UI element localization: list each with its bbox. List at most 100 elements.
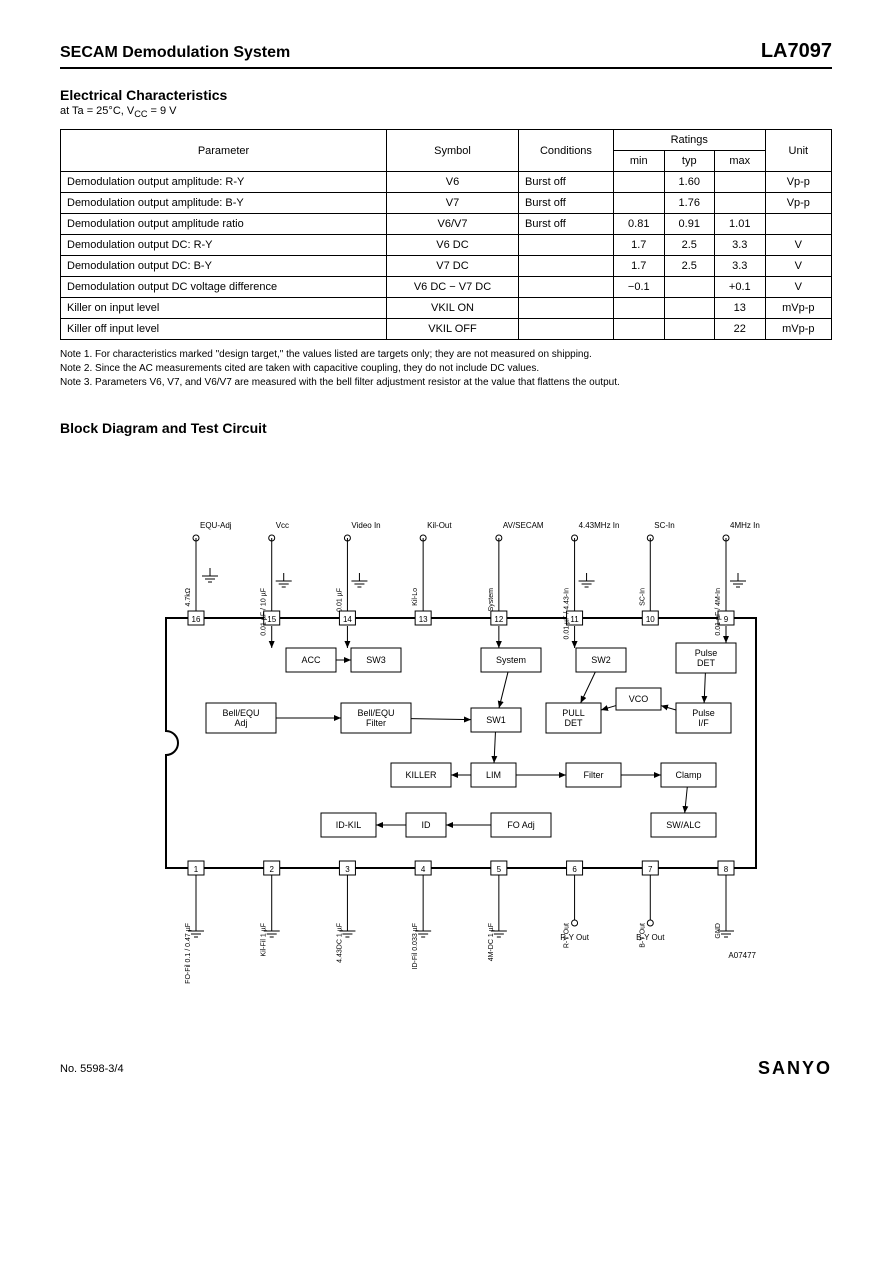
table-cell: V — [765, 277, 831, 298]
svg-text:Filter: Filter — [366, 718, 386, 728]
table-cell: Vp-p — [765, 193, 831, 214]
svg-text:11: 11 — [570, 615, 579, 624]
svg-text:4: 4 — [421, 865, 426, 874]
svg-text:14: 14 — [343, 615, 352, 624]
table-cell: 0.81 — [613, 214, 664, 235]
svg-text:DET: DET — [697, 658, 716, 668]
svg-text:10: 10 — [646, 615, 655, 624]
svg-text:EQU-Adj: EQU-Adj — [200, 521, 232, 530]
svg-text:12: 12 — [494, 615, 503, 624]
table-row: Demodulation output amplitude ratioV6/V7… — [61, 214, 832, 235]
svg-text:FO-Fil 0.1 / 0.47 µF: FO-Fil 0.1 / 0.47 µF — [185, 923, 192, 984]
table-cell — [613, 193, 664, 214]
svg-text:SW/ALC: SW/ALC — [666, 820, 701, 830]
table-cell: V6/V7 — [387, 214, 519, 235]
table-cell: 2.5 — [664, 256, 714, 277]
svg-text:4.43DC 1 µF: 4.43DC 1 µF — [336, 923, 343, 963]
svg-text:4.43MHz In: 4.43MHz In — [579, 521, 620, 530]
table-cell: Demodulation output DC: B-Y — [61, 256, 387, 277]
table-cell: Killer on input level — [61, 298, 387, 319]
table-cell — [664, 277, 714, 298]
table-cell: 1.01 — [714, 214, 765, 235]
svg-text:AV/SECAM: AV/SECAM — [503, 521, 544, 530]
svg-text:1: 1 — [194, 865, 199, 874]
th-ratings: Ratings — [613, 130, 765, 151]
svg-text:SW1: SW1 — [486, 715, 506, 725]
svg-text:A07477: A07477 — [728, 951, 756, 960]
table-cell: V6 DC − V7 DC — [387, 277, 519, 298]
svg-text:I/F: I/F — [698, 718, 709, 728]
section-title: Electrical Characteristics — [60, 87, 832, 103]
table-row: Demodulation output DC: R-YV6 DC1.72.53.… — [61, 235, 832, 256]
table-cell: VKIL ON — [387, 298, 519, 319]
table-cell: Demodulation output amplitude: B-Y — [61, 193, 387, 214]
table-cell: Demodulation output amplitude ratio — [61, 214, 387, 235]
section-subtitle: at Ta = 25°C, VCC = 9 V — [60, 105, 832, 119]
table-row: Demodulation output DC: B-YV7 DC1.72.53.… — [61, 256, 832, 277]
table-row: Demodulation output amplitude: B-YV7Burs… — [61, 193, 832, 214]
svg-text:SW3: SW3 — [366, 655, 386, 665]
table-cell: 3.3 — [714, 256, 765, 277]
svg-text:Filter: Filter — [584, 770, 604, 780]
table-cell — [714, 193, 765, 214]
table-row: Killer off input levelVKIL OFF22mVp-p — [61, 319, 832, 340]
svg-text:9: 9 — [724, 615, 729, 624]
table-cell: 3.3 — [714, 235, 765, 256]
table-cell: V6 DC — [387, 235, 519, 256]
svg-text:FO Adj: FO Adj — [507, 820, 535, 830]
svg-text:Pulse: Pulse — [692, 708, 715, 718]
svg-text:ID-KIL: ID-KIL — [336, 820, 362, 830]
table-cell: 1.60 — [664, 172, 714, 193]
table-cell — [613, 319, 664, 340]
note-2: Note 2. Since the AC measurements cited … — [60, 362, 832, 376]
table-cell: Demodulation output DC voltage differenc… — [61, 277, 387, 298]
svg-text:Kil-Out: Kil-Out — [427, 521, 452, 530]
sanyo-logo: SANYO — [758, 1058, 832, 1079]
table-cell: Demodulation output amplitude: R-Y — [61, 172, 387, 193]
table-cell — [518, 235, 613, 256]
table-cell: 1.76 — [664, 193, 714, 214]
th-symbol: Symbol — [387, 130, 519, 172]
svg-text:Bell/EQU: Bell/EQU — [357, 708, 394, 718]
svg-text:15: 15 — [267, 615, 276, 624]
table-row: Demodulation output amplitude: R-YV6Burs… — [61, 172, 832, 193]
table-cell — [664, 319, 714, 340]
svg-text:KILLER: KILLER — [405, 770, 437, 780]
table-row: Killer on input levelVKIL ON 13mVp-p — [61, 298, 832, 319]
svg-text:16: 16 — [192, 615, 201, 624]
svg-text:Video In: Video In — [351, 521, 380, 530]
svg-text:5: 5 — [497, 865, 502, 874]
table-cell: Demodulation output DC: R-Y — [61, 235, 387, 256]
table-cell — [714, 172, 765, 193]
table-cell: Burst off — [518, 172, 613, 193]
svg-text:8: 8 — [724, 865, 729, 874]
table-cell: 13 — [714, 298, 765, 319]
svg-text:4M-DC 1 µF: 4M-DC 1 µF — [488, 923, 495, 961]
th-parameter: Parameter — [61, 130, 387, 172]
spec-table: Parameter Symbol Conditions Ratings Unit… — [60, 129, 832, 340]
table-cell — [518, 298, 613, 319]
th-conditions: Conditions — [518, 130, 613, 172]
note-1: Note 1. For characteristics marked "desi… — [60, 348, 832, 362]
page-ref: No. 5598-3/4 — [60, 1063, 124, 1075]
table-cell — [613, 298, 664, 319]
svg-text:Kil-Fil 1 µF: Kil-Fil 1 µF — [261, 923, 268, 957]
table-cell: Burst off — [518, 214, 613, 235]
table-cell: V7 — [387, 193, 519, 214]
svg-text:0.01 µF / 10 µF: 0.01 µF / 10 µF — [261, 588, 268, 636]
svg-text:4.7kΩ: 4.7kΩ — [185, 588, 192, 606]
part-number: LA7097 — [761, 40, 832, 63]
th-typ: typ — [664, 151, 714, 172]
table-cell — [765, 214, 831, 235]
svg-text:Kil-Lo: Kil-Lo — [412, 588, 419, 606]
th-min: min — [613, 151, 664, 172]
table-cell: 0.91 — [664, 214, 714, 235]
svg-text:System: System — [488, 588, 495, 612]
table-cell: 2.5 — [664, 235, 714, 256]
table-cell: V7 DC — [387, 256, 519, 277]
svg-text:0.01 µF / 4M-In: 0.01 µF / 4M-In — [715, 588, 722, 636]
table-cell: mVp-p — [765, 298, 831, 319]
table-cell — [518, 256, 613, 277]
table-cell — [518, 319, 613, 340]
svg-text:Pulse: Pulse — [695, 648, 718, 658]
